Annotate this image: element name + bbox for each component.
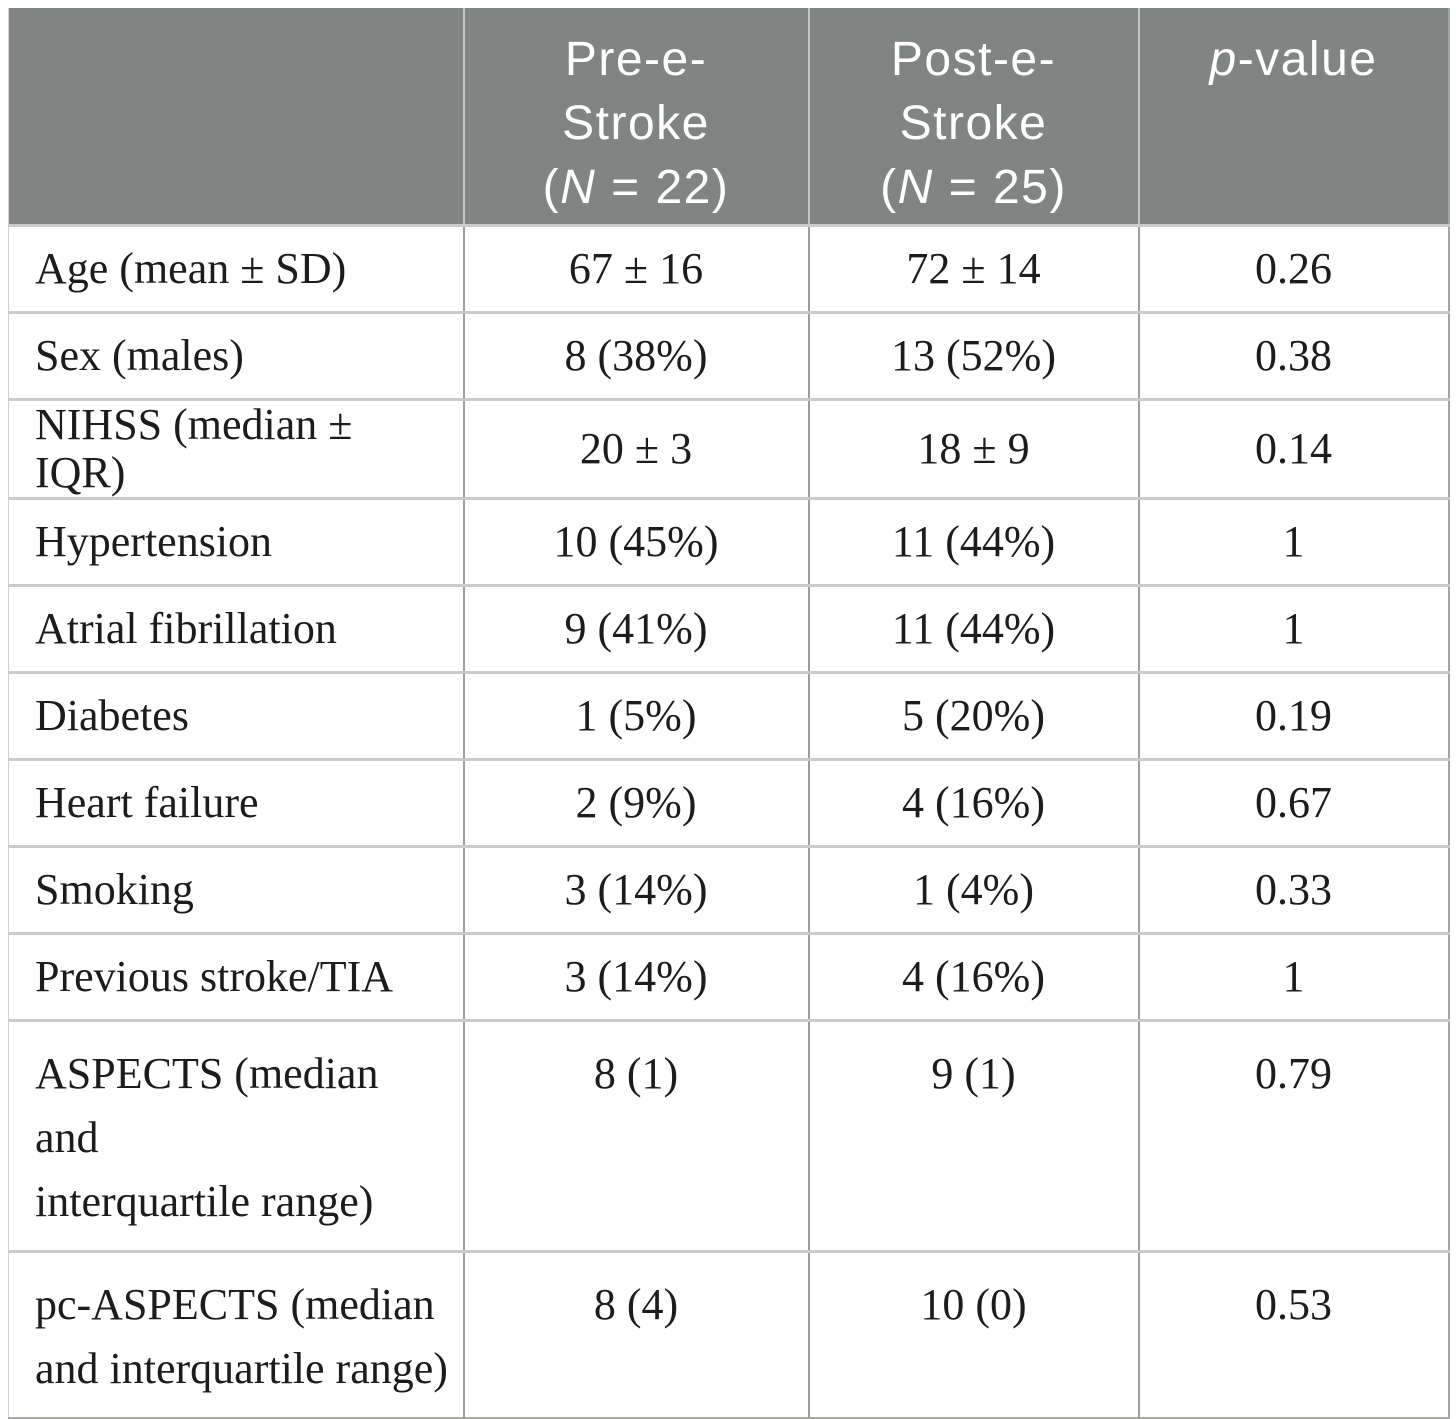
row-label: Diabetes (8, 670, 464, 759)
header-row: Pre-e- Stroke (N = 22) Post-e- Stroke (N… (8, 8, 1449, 225)
post-value: 11 (44%) (807, 583, 1139, 672)
row-label: Previous stroke/TIA (8, 931, 464, 1020)
row-label: Age (mean ± SD) (8, 223, 464, 312)
p-value-suffix: -value (1237, 33, 1378, 86)
p-value-label: p-value (1146, 28, 1442, 92)
post-value: 72 ± 14 (807, 223, 1139, 312)
pre-value: 3 (14%) (462, 844, 809, 933)
paren-open: ( (542, 161, 561, 214)
row-label-line1: ASPECTS (median and (35, 1048, 379, 1162)
n-count-value: = 25) (933, 161, 1067, 214)
table-row-age: Age (mean ± SD) 67 ± 16 72 ± 14 0.26 (8, 223, 1449, 312)
header-post-line2: Stroke (899, 97, 1048, 150)
patient-characteristics-table: Pre-e- Stroke (N = 22) Post-e- Stroke (N… (8, 8, 1450, 1419)
p-value: 1 (1137, 583, 1449, 672)
table-row-pc-aspects: pc-ASPECTS (median and interquartile ran… (8, 1249, 1449, 1418)
header-pre-e-stroke: Pre-e- Stroke (N = 22) (462, 8, 809, 225)
post-value: 5 (20%) (807, 670, 1139, 759)
table-row-diabetes: Diabetes 1 (5%) 5 (20%) 0.19 (8, 670, 1449, 759)
row-label: Atrial fibrillation (8, 583, 464, 672)
p-value: 1 (1137, 931, 1449, 1020)
header-post-e-stroke: Post-e- Stroke (N = 25) (807, 8, 1139, 225)
n-count-value: = 22) (596, 161, 730, 214)
post-value: 1 (4%) (807, 844, 1139, 933)
post-value: 4 (16%) (807, 931, 1139, 1020)
row-label: Sex (males) (8, 310, 464, 399)
row-label-line2: interquartile range) (35, 1176, 374, 1226)
header-post-n-count: (N = 25) (816, 156, 1132, 220)
p-value: 0.79 (1137, 1018, 1449, 1251)
p-symbol: p (1209, 33, 1238, 86)
n-symbol: N (560, 161, 597, 214)
post-value: 4 (16%) (807, 757, 1139, 846)
p-value: 0.38 (1137, 310, 1449, 399)
table-row-heart-failure: Heart failure 2 (9%) 4 (16%) 0.67 (8, 757, 1449, 846)
post-value: 11 (44%) (807, 496, 1139, 585)
header-pre-n-count: (N = 22) (471, 156, 802, 220)
p-value: 0.14 (1137, 397, 1449, 498)
paren-open: ( (880, 161, 898, 214)
p-value: 0.26 (1137, 223, 1449, 312)
table-row-aspects: ASPECTS (median and interquartile range)… (8, 1018, 1449, 1251)
pre-value: 9 (41%) (462, 583, 809, 672)
p-value: 0.19 (1137, 670, 1449, 759)
pre-value: 10 (45%) (462, 496, 809, 585)
n-symbol: N (897, 161, 934, 214)
table-row-previous-stroke-tia: Previous stroke/TIA 3 (14%) 4 (16%) 1 (8, 931, 1449, 1020)
pre-value: 1 (5%) (462, 670, 809, 759)
pre-value: 20 ± 3 (462, 397, 809, 498)
pre-value: 67 ± 16 (462, 223, 809, 312)
row-label: Hypertension (8, 496, 464, 585)
header-empty-cell (8, 8, 464, 225)
pre-value: 2 (9%) (462, 757, 809, 846)
table-row-hypertension: Hypertension 10 (45%) 11 (44%) 1 (8, 496, 1449, 585)
pre-value: 8 (38%) (462, 310, 809, 399)
p-value: 0.67 (1137, 757, 1449, 846)
row-label: NIHSS (median ± IQR) (8, 397, 464, 498)
header-post-line1: Post-e- (890, 33, 1057, 86)
pre-value: 3 (14%) (462, 931, 809, 1020)
table-row-nihss: NIHSS (median ± IQR) 20 ± 3 18 ± 9 0.14 (8, 397, 1449, 498)
p-value: 0.53 (1137, 1249, 1449, 1418)
p-value: 0.33 (1137, 844, 1449, 933)
row-label-line1: pc-ASPECTS (median (35, 1279, 435, 1329)
row-label: Heart failure (8, 757, 464, 846)
row-label: pc-ASPECTS (median and interquartile ran… (8, 1249, 464, 1418)
post-value: 9 (1) (807, 1018, 1139, 1251)
post-value: 10 (0) (807, 1249, 1139, 1418)
post-value: 13 (52%) (807, 310, 1139, 399)
pre-value: 8 (4) (462, 1249, 809, 1418)
header-p-value: p-value (1137, 8, 1449, 225)
row-label-line2: and interquartile range) (35, 1343, 448, 1393)
header-pre-line2: Stroke (562, 97, 710, 150)
pre-value: 8 (1) (462, 1018, 809, 1251)
table-figure: Pre-e- Stroke (N = 22) Post-e- Stroke (N… (8, 8, 1450, 1419)
table-row-atrial-fibrillation: Atrial fibrillation 9 (41%) 11 (44%) 1 (8, 583, 1449, 672)
table-row-smoking: Smoking 3 (14%) 1 (4%) 0.33 (8, 844, 1449, 933)
row-label: ASPECTS (median and interquartile range) (8, 1018, 464, 1251)
p-value: 1 (1137, 496, 1449, 585)
row-label: Smoking (8, 844, 464, 933)
header-pre-line1: Pre-e- (564, 33, 708, 86)
table-row-sex: Sex (males) 8 (38%) 13 (52%) 0.38 (8, 310, 1449, 399)
post-value: 18 ± 9 (807, 397, 1139, 498)
